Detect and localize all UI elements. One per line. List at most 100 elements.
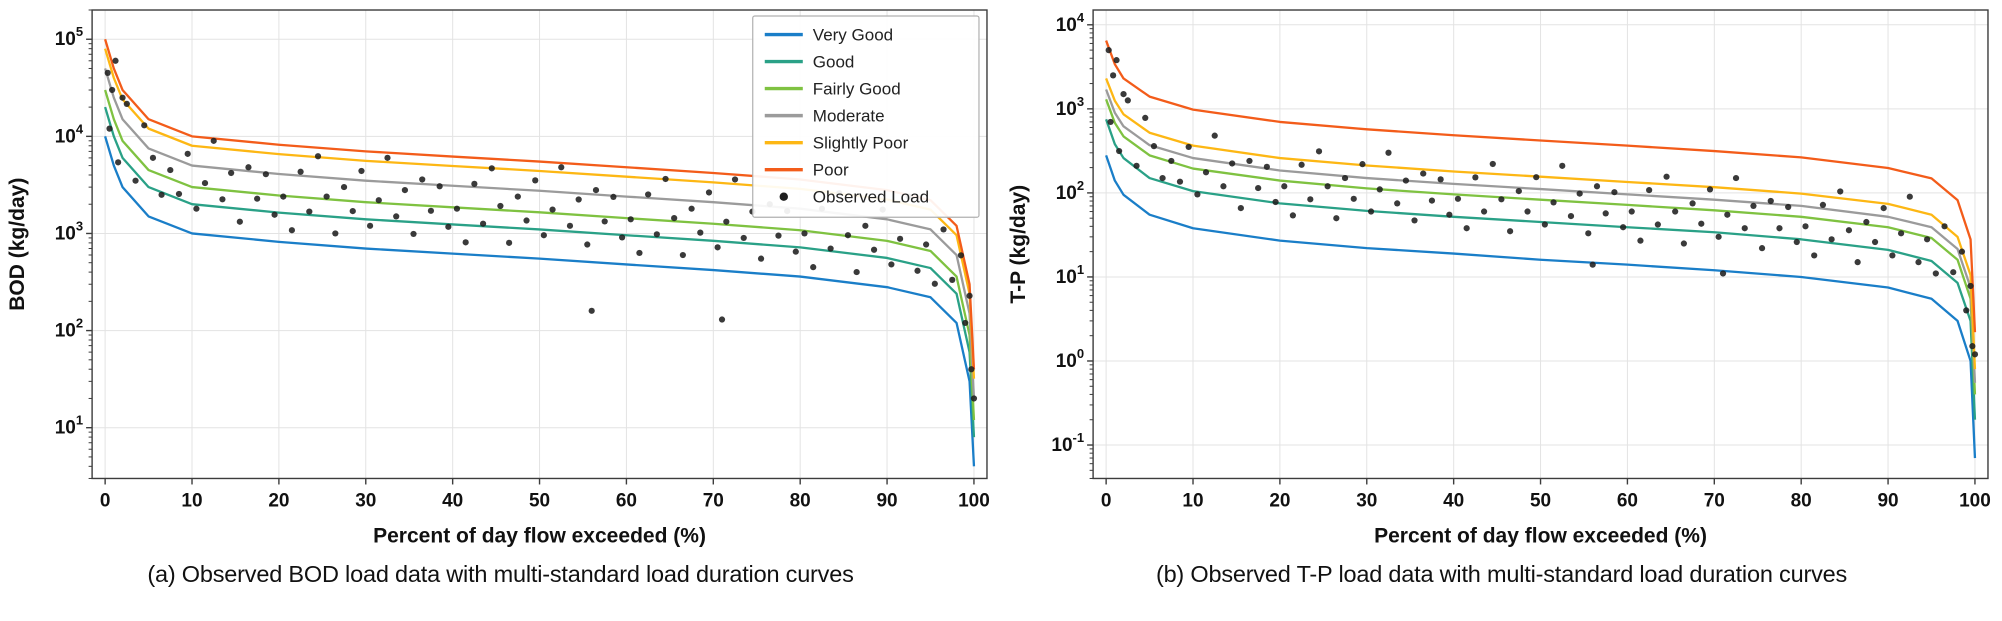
observed-point xyxy=(462,239,469,246)
legend-label: Slightly Poor xyxy=(813,134,909,153)
observed-point xyxy=(1611,189,1618,196)
observed-point xyxy=(1550,199,1557,206)
observed-point xyxy=(1967,282,1974,290)
observed-point xyxy=(566,222,574,229)
observed-point xyxy=(1341,174,1349,182)
observed-point xyxy=(844,232,852,239)
observed-point xyxy=(271,211,278,218)
captions-row: (a) Observed BOD load data with multi-st… xyxy=(0,561,2002,588)
observed-point xyxy=(1732,174,1740,182)
observed-point xyxy=(236,218,243,225)
x-tick-label: 90 xyxy=(876,490,897,511)
observed-point xyxy=(1620,224,1627,231)
observed-point xyxy=(119,94,126,101)
observed-point xyxy=(210,137,217,144)
observed-point xyxy=(262,171,269,178)
observed-point xyxy=(1559,162,1566,169)
observed-point xyxy=(297,168,304,175)
observed-point xyxy=(201,179,209,187)
y-tick-label: 101 xyxy=(55,413,83,439)
observed-point xyxy=(1489,160,1496,168)
observed-point xyxy=(714,244,721,251)
observed-point xyxy=(109,86,116,94)
observed-point xyxy=(540,232,547,239)
y-tick-label: 103 xyxy=(1056,94,1084,120)
observed-point xyxy=(1159,174,1166,182)
x-tick-label: 60 xyxy=(1617,490,1638,511)
observed-point xyxy=(497,202,504,210)
observed-point xyxy=(1185,143,1192,151)
x-axis-title: Percent of day flow exceeded (%) xyxy=(373,525,706,548)
observed-point xyxy=(1889,252,1896,259)
observed-point xyxy=(1107,118,1114,126)
x-tick-label: 90 xyxy=(1877,490,1898,511)
observed-point xyxy=(1906,193,1913,200)
observed-point xyxy=(228,169,235,177)
series-line-slightly-poor xyxy=(104,48,976,379)
observed-point xyxy=(132,177,139,184)
observed-point xyxy=(1541,221,1548,228)
observed-point xyxy=(705,189,713,196)
observed-point xyxy=(1480,208,1488,215)
observed-point xyxy=(723,218,730,225)
observed-point xyxy=(1593,183,1601,190)
legend-box xyxy=(752,15,980,218)
observed-point xyxy=(175,190,183,198)
observed-point xyxy=(306,208,313,215)
x-tick-label: 40 xyxy=(442,490,463,511)
observed-point xyxy=(1533,174,1540,181)
observed-point xyxy=(870,246,878,253)
observed-point xyxy=(1281,183,1288,190)
observed-point xyxy=(1845,227,1853,234)
observed-point xyxy=(1446,211,1453,218)
observed-point xyxy=(1367,208,1375,215)
observed-point xyxy=(1646,186,1653,194)
observed-point xyxy=(254,195,261,202)
observed-point xyxy=(104,69,111,76)
observed-point xyxy=(801,230,808,237)
observed-point xyxy=(245,164,252,171)
observed-point xyxy=(427,207,435,214)
observed-point xyxy=(184,150,191,157)
observed-point xyxy=(158,191,165,198)
observed-point xyxy=(1637,237,1644,244)
legend-label: Observed Load xyxy=(813,188,929,207)
observed-point xyxy=(1307,196,1314,203)
observed-point xyxy=(1871,238,1879,246)
x-tick-label: 50 xyxy=(529,490,550,511)
x-tick-label: 70 xyxy=(1704,490,1725,511)
y-tick-label: 103 xyxy=(55,218,83,244)
observed-point xyxy=(106,125,113,132)
legend-dot-sample xyxy=(779,192,788,201)
observed-point xyxy=(288,227,295,234)
observed-point xyxy=(1654,221,1661,228)
observed-point xyxy=(1315,148,1323,155)
observed-point xyxy=(671,215,678,222)
observed-point xyxy=(688,205,695,212)
observed-point xyxy=(1915,259,1922,266)
x-tick-label: 20 xyxy=(268,490,289,511)
observed-point xyxy=(453,205,461,212)
observed-point xyxy=(340,183,348,191)
observed-point xyxy=(584,241,591,248)
observed-point xyxy=(393,213,400,220)
observed-point xyxy=(123,100,130,108)
observed-point xyxy=(471,180,478,187)
observed-point xyxy=(1628,208,1635,215)
observed-point xyxy=(141,122,148,129)
observed-point xyxy=(1698,220,1705,227)
observed-point xyxy=(549,206,556,213)
observed-point xyxy=(827,245,834,252)
observed-point xyxy=(1116,147,1123,155)
observed-point xyxy=(1498,196,1505,203)
observed-point xyxy=(731,176,739,183)
observed-point xyxy=(645,191,652,198)
observed-point xyxy=(1472,174,1479,181)
observed-point xyxy=(962,319,969,327)
observed-point xyxy=(1272,198,1279,206)
observed-point xyxy=(1324,183,1331,190)
series-line-fairly-good xyxy=(104,89,976,421)
x-tick-label: 40 xyxy=(1443,490,1464,511)
observed-point xyxy=(314,153,322,160)
